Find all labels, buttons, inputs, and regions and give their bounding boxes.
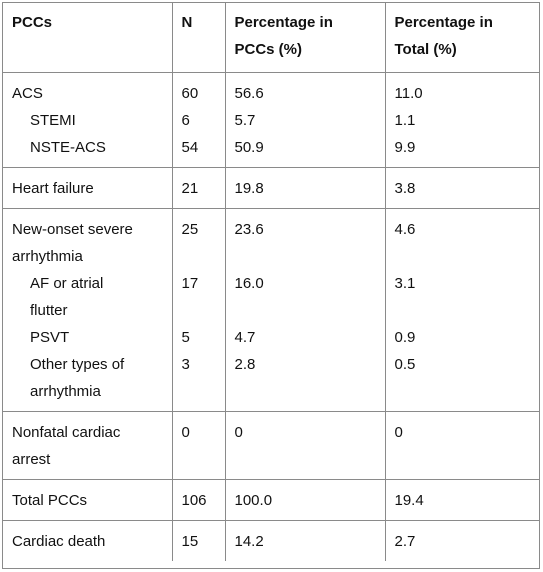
row-percentage-pccs: 14.2 <box>225 521 385 562</box>
row-label: Cardiac death <box>3 521 172 562</box>
cell-text: 50.9 <box>235 134 385 161</box>
cell-text: 17 <box>182 270 225 297</box>
cell-text: 6 <box>182 107 225 134</box>
cell-text: ACS <box>12 80 172 107</box>
row-n: 0 <box>172 412 225 480</box>
cell-text: STEMI <box>12 107 172 134</box>
cell-text: AF or atrial <box>12 270 172 297</box>
row-n: 106 <box>172 480 225 521</box>
header-pccs: PCCs <box>3 3 172 73</box>
row-n: 21 <box>172 168 225 209</box>
cell-text: 16.0 <box>235 270 385 297</box>
cell-text: 0.5 <box>395 351 540 378</box>
cell-text: 4.7 <box>235 324 385 351</box>
cell-text: flutter <box>12 297 172 324</box>
row-percentage-total: 11.0 1.1 9.9 <box>385 73 539 168</box>
cell-text <box>182 297 225 324</box>
row-percentage-pccs: 23.6 16.0 4.7 2.8 <box>225 209 385 412</box>
row-label: New-onset severe arrhythmia AF or atrial fl… <box>3 209 172 412</box>
header-n: N <box>172 3 225 73</box>
cell-text: Nonfatal cardiac <box>12 419 172 446</box>
table-row: Nonfatal cardiac arrest 0 0 0 <box>3 412 539 480</box>
row-percentage-total: 0 <box>385 412 539 480</box>
data-table: PCCs N Percentage in PCCs (%) Percentage… <box>3 3 539 561</box>
row-percentage-pccs: 100.0 <box>225 480 385 521</box>
table-row: Heart failure 21 19.8 3.8 <box>3 168 539 209</box>
cell-text: 25 <box>182 216 225 243</box>
cell-text: 0 <box>395 419 540 446</box>
cell-text: 0 <box>235 419 385 446</box>
cell-text: 54 <box>182 134 225 161</box>
cell-text: 14.2 <box>235 528 385 555</box>
cell-text: 0 <box>182 419 225 446</box>
cell-text: 0.9 <box>395 324 540 351</box>
cell-text: 23.6 <box>235 216 385 243</box>
cell-text <box>395 378 540 405</box>
cell-text: 3 <box>182 351 225 378</box>
cell-text: arrest <box>12 446 172 473</box>
row-percentage-pccs: 19.8 <box>225 168 385 209</box>
row-label: Nonfatal cardiac arrest <box>3 412 172 480</box>
cell-text: 3.8 <box>395 175 540 202</box>
table-row: ACS STEMI NSTE-ACS 60 6 54 56.6 5.7 50.9 11.0 1.1 9… <box>3 73 539 168</box>
cell-text: NSTE-ACS <box>12 134 172 161</box>
cell-text: arrhythmia <box>12 378 172 405</box>
cell-text: arrhythmia <box>12 243 172 270</box>
cell-text: Other types of <box>12 351 172 378</box>
row-label: ACS STEMI NSTE-ACS <box>3 73 172 168</box>
cell-text: 4.6 <box>395 216 540 243</box>
header-percentage-pccs: Percentage in PCCs (%) <box>225 3 385 73</box>
row-percentage-total: 4.6 3.1 0.9 0.5 <box>385 209 539 412</box>
row-label: Heart failure <box>3 168 172 209</box>
cell-text <box>395 243 540 270</box>
cell-text: 2.8 <box>235 351 385 378</box>
row-percentage-total: 19.4 <box>385 480 539 521</box>
cell-text: PSVT <box>12 324 172 351</box>
cell-text: 60 <box>182 80 225 107</box>
cell-text: 100.0 <box>235 487 385 514</box>
cell-text: 5 <box>182 324 225 351</box>
row-percentage-total: 2.7 <box>385 521 539 562</box>
cell-text <box>235 243 385 270</box>
row-n: 60 6 54 <box>172 73 225 168</box>
cell-text: Heart failure <box>12 175 172 202</box>
row-percentage-pccs: 56.6 5.7 50.9 <box>225 73 385 168</box>
table-row: New-onset severe arrhythmia AF or atrial fl… <box>3 209 539 412</box>
row-percentage-total: 3.8 <box>385 168 539 209</box>
cell-text: Cardiac death <box>12 528 172 555</box>
cell-text: 21 <box>182 175 225 202</box>
cell-text <box>182 243 225 270</box>
cell-text: 2.7 <box>395 528 540 555</box>
row-label: Total PCCs <box>3 480 172 521</box>
cell-text <box>395 446 540 473</box>
row-percentage-pccs: 0 <box>225 412 385 480</box>
cell-text: 11.0 <box>395 80 540 107</box>
header-row: PCCs N Percentage in PCCs (%) Percentage… <box>3 3 539 73</box>
cell-text: New-onset severe <box>12 216 172 243</box>
cell-text: 19.4 <box>395 487 540 514</box>
table-row: Total PCCs 106 100.0 19.4 <box>3 480 539 521</box>
row-n: 25 17 5 3 <box>172 209 225 412</box>
cell-text: Total PCCs <box>12 487 172 514</box>
cell-text <box>235 297 385 324</box>
cell-text: 106 <box>182 487 225 514</box>
cell-text <box>395 297 540 324</box>
cell-text <box>182 446 225 473</box>
cell-text: 9.9 <box>395 134 540 161</box>
cell-text <box>235 446 385 473</box>
cell-text: 15 <box>182 528 225 555</box>
cell-text <box>235 378 385 405</box>
cell-text: 19.8 <box>235 175 385 202</box>
row-n: 15 <box>172 521 225 562</box>
cell-text: 3.1 <box>395 270 540 297</box>
cell-text: 1.1 <box>395 107 540 134</box>
cell-text: 5.7 <box>235 107 385 134</box>
header-percentage-total: Percentage in Total (%) <box>385 3 539 73</box>
cell-text <box>182 378 225 405</box>
cell-text: 56.6 <box>235 80 385 107</box>
table-row: Cardiac death 15 14.2 2.7 <box>3 521 539 562</box>
